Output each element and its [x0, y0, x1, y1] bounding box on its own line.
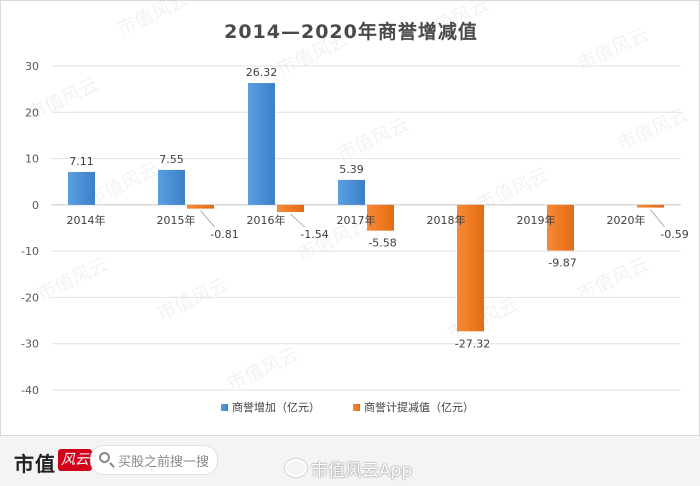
- watermark-text: 市值风云: [614, 103, 692, 155]
- x-tick-label: 2016年: [247, 213, 286, 227]
- search-icon: [99, 452, 110, 463]
- y-tick-label: 30: [25, 60, 39, 73]
- x-tick-label: 2020年: [607, 213, 646, 227]
- leader-line: [200, 210, 215, 228]
- x-tick-label: 2018年: [427, 213, 466, 227]
- x-tick-label: 2015年: [157, 213, 196, 227]
- y-tick-label: 10: [25, 153, 39, 166]
- y-tick-label: -20: [21, 291, 39, 304]
- bar-goodwill-impairment: [547, 204, 574, 251]
- chart-card: 2014—2020年商誉增减值 市值风云 市值风云 市值风云 市值风云 市值风云 市值风云…: [0, 0, 700, 436]
- bar-goodwill-increase: [338, 179, 365, 205]
- x-tick-label: 2019年: [517, 213, 556, 227]
- watermark-text: 市值风云: [414, 1, 492, 46]
- legend-label: 商誉增加（亿元）: [232, 400, 320, 414]
- y-tick-label: -10: [21, 245, 39, 258]
- search-box[interactable]: [90, 445, 218, 475]
- x-tick-label: 2014年: [67, 213, 106, 227]
- bar-goodwill-impairment: [637, 204, 664, 208]
- bar-goodwill-impairment: [367, 204, 394, 231]
- data-label: -9.87: [548, 257, 576, 270]
- watermark-text: 市值风云: [154, 273, 232, 325]
- brand-logo: 市值: [14, 452, 56, 476]
- leader-line: [650, 209, 665, 228]
- data-label: 7.11: [69, 155, 94, 168]
- bar-chart: 市值风云市值风云市值风云市值风云市值风云市值风云市值风云市值风云市值风云市值风云…: [21, 1, 692, 414]
- x-tick-label: 2017年: [337, 213, 376, 227]
- watermark-text: 市值风云: [114, 1, 192, 41]
- weibo-icon: [285, 459, 307, 477]
- bar-goodwill-impairment: [457, 204, 484, 332]
- legend-swatch: [221, 404, 228, 411]
- brand-badge: 风云: [58, 449, 92, 471]
- watermark-text: 市值风云: [224, 343, 302, 395]
- bar-goodwill-impairment: [277, 204, 304, 212]
- bar-goodwill-increase: [158, 169, 185, 205]
- y-tick-label: -30: [21, 338, 39, 351]
- weibo-text: 市值风云App: [311, 461, 413, 481]
- watermark-text: 市值风云: [334, 113, 412, 165]
- data-label: -1.54: [300, 228, 328, 241]
- y-tick-label: 0: [32, 199, 39, 212]
- legend-label: 商誉计提减值（亿元）: [364, 400, 474, 414]
- watermark-text: 市值风云: [474, 163, 552, 215]
- watermark-text: 市值风云: [84, 158, 162, 210]
- data-label: 5.39: [339, 163, 364, 176]
- legend-swatch: [353, 404, 360, 411]
- leader-line: [290, 213, 305, 228]
- bar-goodwill-increase: [68, 171, 95, 205]
- data-label: -27.32: [455, 337, 490, 350]
- data-label: 26.32: [246, 66, 278, 79]
- bar-goodwill-impairment: [187, 204, 214, 209]
- data-label: 7.55: [159, 153, 184, 166]
- y-tick-label: -40: [21, 384, 39, 397]
- weibo-watermark: 市值风云App: [285, 456, 412, 481]
- data-label: -0.59: [660, 228, 688, 241]
- data-label: -0.81: [210, 228, 238, 241]
- bar-goodwill-increase: [248, 83, 275, 205]
- y-tick-label: 20: [25, 106, 39, 119]
- data-label: -5.58: [368, 237, 396, 250]
- watermark-text: 市值风云: [274, 28, 352, 80]
- search-placeholder[interactable]: 买股之前搜一搜: [118, 455, 210, 470]
- watermark-text: 市值风云: [574, 23, 652, 75]
- chart-title: 2014—2020年商誉增减值: [224, 21, 478, 43]
